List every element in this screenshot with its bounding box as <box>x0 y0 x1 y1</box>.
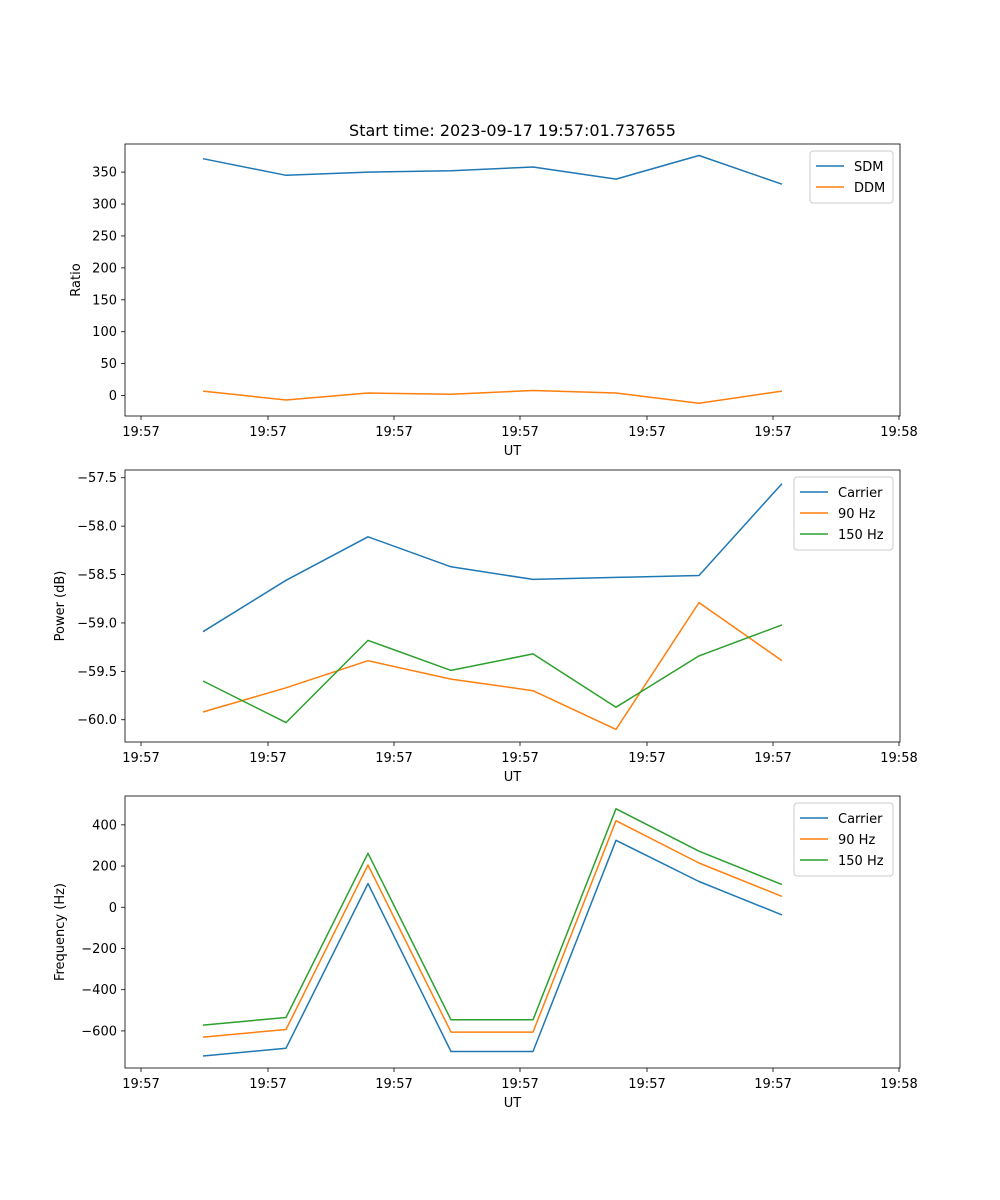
legend-label: 150 Hz <box>838 528 884 543</box>
legend: Carrier 90 Hz 150 Hz <box>793 476 894 551</box>
x-tick-label: 19:57 <box>501 751 538 766</box>
y-tick-label: −59.0 <box>77 616 117 631</box>
y-tick-label: −60.0 <box>77 713 117 728</box>
x-tick-label: 19:57 <box>628 751 665 766</box>
y-tick-label: 50 <box>100 357 117 372</box>
x-tick-label: 19:57 <box>754 751 791 766</box>
legend-box <box>809 150 894 204</box>
series-line-carrier <box>202 483 783 633</box>
legend-label: Carrier <box>838 812 883 827</box>
x-tick-label: 19:57 <box>628 1077 665 1092</box>
legend: Carrier 90 Hz 150 Hz <box>793 802 894 877</box>
legend-box <box>793 476 894 551</box>
y-tick-label: −400 <box>81 983 117 998</box>
x-tick-label: 19:57 <box>628 425 665 440</box>
y-tick-label: 400 <box>92 818 117 833</box>
y-tick-label: 0 <box>109 389 117 404</box>
y-tick-label: 300 <box>92 198 117 213</box>
legend: SDM DDM <box>809 150 894 204</box>
x-tick-label: 19:57 <box>754 425 791 440</box>
x-tick-label: 19:57 <box>501 1077 538 1092</box>
x-tick-label: 19:57 <box>375 425 412 440</box>
y-axis-label: Frequency (Hz) <box>53 883 68 981</box>
y-tick-label: −600 <box>81 1024 117 1039</box>
series-line-150-hz <box>202 624 783 724</box>
series-line-sdm <box>202 154 783 185</box>
y-tick-label: −58.5 <box>77 568 117 583</box>
x-axis-label: UT <box>504 770 522 785</box>
axes-frame <box>124 795 901 1069</box>
y-tick-label: −57.5 <box>77 471 117 486</box>
series-line-90-hz <box>202 819 783 1038</box>
x-tick-label: 19:57 <box>249 751 286 766</box>
x-tick-label: 19:57 <box>122 751 159 766</box>
x-axis-label: UT <box>504 1096 522 1111</box>
subplot-2: 19:57 19:57 19:57 19:57 19:57 19:57 19:58 −600 −… <box>53 795 918 1111</box>
y-axis-label: Power (dB) <box>53 571 68 642</box>
x-tick-label: 19:57 <box>375 1077 412 1092</box>
y-tick-label: 200 <box>92 261 117 276</box>
x-tick-label: 19:58 <box>880 751 917 766</box>
x-tick-label: 19:58 <box>880 1077 917 1092</box>
series-line-ddm <box>202 389 783 404</box>
subplot-0: 19:57 19:57 19:57 19:57 19:57 19:57 19:58 0 50 10… <box>69 143 918 459</box>
y-tick-label: 250 <box>92 229 117 244</box>
legend-label: Carrier <box>838 486 883 501</box>
legend-label: SDM <box>854 160 883 175</box>
y-tick-label: 0 <box>109 901 117 916</box>
axes-frame <box>124 469 901 743</box>
legend-label: DDM <box>854 181 885 196</box>
chart-title: Start time: 2023-09-17 19:57:01.737655 <box>349 121 676 140</box>
legend-label: 90 Hz <box>838 833 875 848</box>
x-tick-label: 19:57 <box>375 751 412 766</box>
legend-label: 90 Hz <box>838 507 875 522</box>
x-tick-label: 19:57 <box>249 425 286 440</box>
y-tick-label: −58.0 <box>77 520 117 535</box>
series-line-150-hz <box>202 808 783 1026</box>
plots-group: 19:57 19:57 19:57 19:57 19:57 19:57 19:58 0 50 10… <box>53 143 918 1111</box>
legend-label: 150 Hz <box>838 854 884 869</box>
series-line-90-hz <box>202 601 783 731</box>
y-tick-label: −200 <box>81 942 117 957</box>
x-tick-label: 19:57 <box>501 425 538 440</box>
series-line-carrier <box>202 839 783 1057</box>
axes-frame <box>124 143 901 417</box>
x-axis-label: UT <box>504 444 522 459</box>
subplot-1: 19:57 19:57 19:57 19:57 19:57 19:57 19:58 −60.0… <box>53 469 918 785</box>
y-tick-label: −59.5 <box>77 665 117 680</box>
x-tick-label: 19:58 <box>880 425 917 440</box>
y-tick-label: 100 <box>92 325 117 340</box>
y-tick-label: 200 <box>92 860 117 875</box>
legend-box <box>793 802 894 877</box>
x-tick-label: 19:57 <box>122 1077 159 1092</box>
x-tick-label: 19:57 <box>754 1077 791 1092</box>
y-axis-label: Ratio <box>69 263 84 296</box>
y-tick-label: 350 <box>92 166 117 181</box>
y-tick-label: 150 <box>92 293 117 308</box>
x-tick-label: 19:57 <box>249 1077 286 1092</box>
x-tick-label: 19:57 <box>122 425 159 440</box>
